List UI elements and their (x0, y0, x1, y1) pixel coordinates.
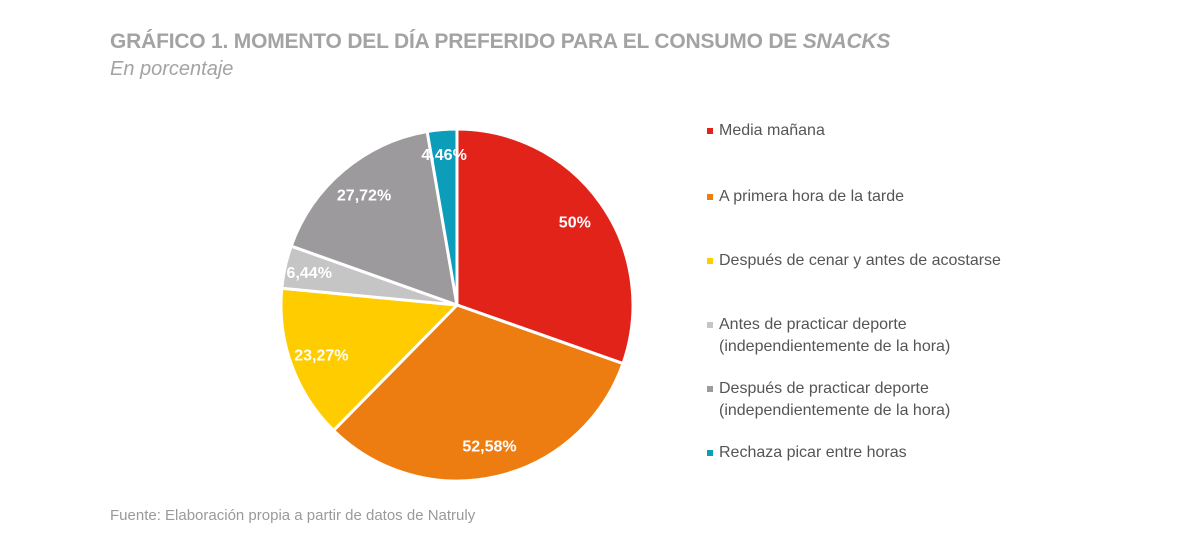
legend-label: Antes de practicar deporte (719, 316, 907, 333)
pie-slice (289, 130, 459, 307)
legend-swatch (707, 258, 713, 264)
pie-slice (279, 286, 459, 432)
legend-label: A primera hora de la tarde (719, 188, 904, 205)
legend-swatch (707, 322, 713, 328)
pie-slice (425, 127, 459, 307)
legend-label: (independientemente de la hora) (719, 402, 951, 419)
data-label: 23,27% (294, 347, 348, 364)
legend-swatch (707, 194, 713, 200)
legend-swatch (707, 128, 713, 134)
pie-slice (455, 127, 635, 366)
data-label: 52,58% (462, 439, 516, 456)
chart-title: GRÁFICO 1. MOMENTO DEL DÍA PREFERIDO PAR… (110, 30, 891, 53)
data-label: 6,44% (287, 265, 332, 282)
legend-label: Media mañana (719, 122, 825, 139)
legend-swatch (707, 386, 713, 392)
legend-label: Después de cenar y antes de acostarse (719, 252, 1001, 269)
data-label: 4,46% (421, 147, 466, 164)
legend-swatch (707, 450, 713, 456)
chart-subtitle: En porcentaje (110, 58, 234, 80)
legend-label: (independientemente de la hora) (719, 338, 951, 355)
data-label: 50% (559, 215, 591, 232)
legend-item: Rechaza picar entre horas (707, 442, 907, 464)
legend-item: Después de cenar y antes de acostarse (707, 250, 1001, 272)
legend-item: Media mañana (707, 120, 825, 142)
legend-label: Después de practicar deporte (719, 380, 929, 397)
legend-item: Antes de practicar deporte (independiente… (707, 314, 950, 358)
legend-item: Después de practicar deporte (independien… (707, 378, 950, 422)
pie-slice (332, 303, 625, 483)
source-note: Fuente: Elaboración propia a partir de d… (110, 507, 476, 524)
legend-item: A primera hora de la tarde (707, 186, 904, 208)
data-label: 27,72% (337, 188, 391, 205)
legend-label: Rechaza picar entre horas (719, 444, 907, 461)
